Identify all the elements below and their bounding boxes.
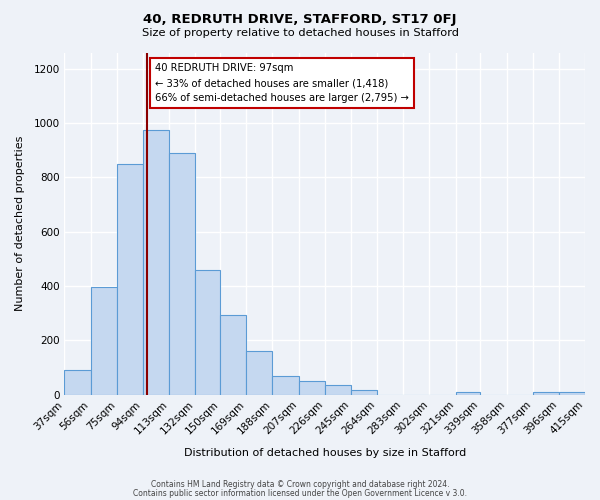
- Bar: [559, 392, 585, 394]
- Text: 40 REDRUTH DRIVE: 97sqm
← 33% of detached houses are smaller (1,418)
66% of semi: 40 REDRUTH DRIVE: 97sqm ← 33% of detache…: [155, 64, 409, 103]
- Bar: [299, 381, 325, 394]
- Bar: [91, 288, 117, 395]
- Bar: [246, 351, 272, 395]
- Text: Size of property relative to detached houses in Stafford: Size of property relative to detached ho…: [142, 28, 458, 38]
- Bar: [533, 392, 559, 394]
- Text: 40, REDRUTH DRIVE, STAFFORD, ST17 0FJ: 40, REDRUTH DRIVE, STAFFORD, ST17 0FJ: [143, 12, 457, 26]
- Bar: [195, 270, 220, 394]
- Bar: [272, 376, 299, 394]
- Bar: [117, 164, 143, 394]
- Bar: [169, 153, 195, 394]
- Bar: [455, 392, 481, 394]
- Bar: [325, 385, 351, 394]
- Bar: [351, 390, 377, 394]
- Y-axis label: Number of detached properties: Number of detached properties: [15, 136, 25, 312]
- Bar: [220, 314, 246, 394]
- Text: Contains public sector information licensed under the Open Government Licence v : Contains public sector information licen…: [133, 488, 467, 498]
- X-axis label: Distribution of detached houses by size in Stafford: Distribution of detached houses by size …: [184, 448, 466, 458]
- Bar: [143, 130, 169, 394]
- Text: Contains HM Land Registry data © Crown copyright and database right 2024.: Contains HM Land Registry data © Crown c…: [151, 480, 449, 489]
- Bar: [64, 370, 91, 394]
